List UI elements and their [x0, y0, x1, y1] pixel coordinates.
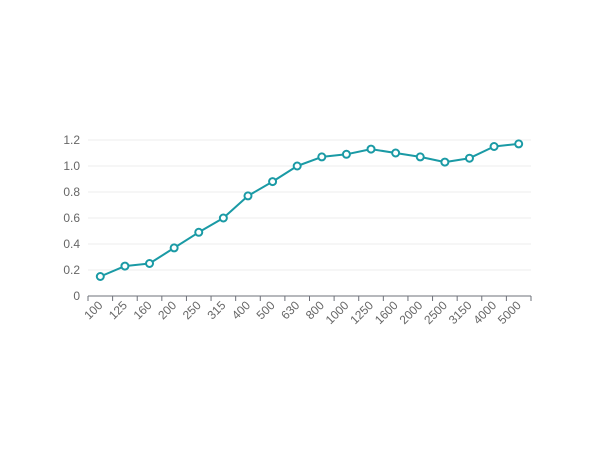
x-tick-label: 5000 — [495, 298, 524, 327]
data-point[interactable] — [194, 227, 204, 237]
data-point[interactable] — [440, 157, 450, 167]
y-tick-label: 1.2 — [63, 133, 80, 147]
x-tick-label: 500 — [254, 298, 278, 322]
x-tick-label: 315 — [204, 298, 228, 322]
x-tick-label: 4000 — [470, 298, 499, 327]
x-tick-label: 200 — [155, 298, 179, 322]
data-point[interactable] — [317, 152, 327, 162]
x-tick-label: 2000 — [397, 298, 426, 327]
data-point[interactable] — [292, 161, 302, 171]
data-point[interactable] — [145, 259, 155, 268]
y-tick-label: 1.0 — [63, 159, 80, 173]
y-tick-label: 0.6 — [63, 211, 80, 225]
data-point[interactable] — [415, 152, 425, 162]
data-point[interactable] — [366, 144, 376, 154]
y-tick-label: 0.8 — [63, 185, 80, 199]
x-tick-label: 250 — [180, 298, 204, 322]
x-tick-label: 2500 — [421, 298, 450, 327]
data-point[interactable] — [514, 139, 524, 149]
data-point[interactable] — [95, 272, 105, 281]
x-tick-label: 160 — [131, 298, 155, 322]
data-point[interactable] — [169, 243, 179, 253]
grid-lines — [88, 139, 531, 271]
y-axis: 0 0.2 0.4 0.6 0.8 1.0 1.2 — [63, 133, 80, 303]
x-tick-label: 100 — [81, 298, 105, 322]
data-point[interactable] — [489, 142, 499, 151]
data-point[interactable] — [391, 148, 401, 158]
x-tick-label: 630 — [278, 298, 302, 322]
data-point[interactable] — [464, 153, 474, 163]
data-point[interactable] — [268, 177, 278, 187]
x-axis: 100 125 160 200 250 315 400 500 630 8001000125016… — [81, 295, 532, 327]
x-tick-label: 3150 — [446, 298, 475, 327]
data-point[interactable] — [120, 261, 130, 271]
data-point[interactable] — [218, 213, 228, 223]
series-line — [99, 142, 519, 278]
x-tick-label: 125 — [106, 298, 130, 322]
y-tick-label: 0.2 — [63, 263, 80, 277]
y-tick-label: 0.4 — [63, 237, 80, 251]
x-tick-label: 1250 — [347, 298, 376, 327]
x-tick-label: 1000 — [323, 298, 352, 327]
y-tick-label: 0 — [73, 289, 80, 303]
series-layer — [95, 139, 524, 281]
x-tick-label: 400 — [229, 298, 253, 322]
data-point[interactable] — [341, 149, 351, 159]
x-tick-label: 1600 — [372, 298, 401, 327]
data-point[interactable] — [243, 191, 253, 201]
